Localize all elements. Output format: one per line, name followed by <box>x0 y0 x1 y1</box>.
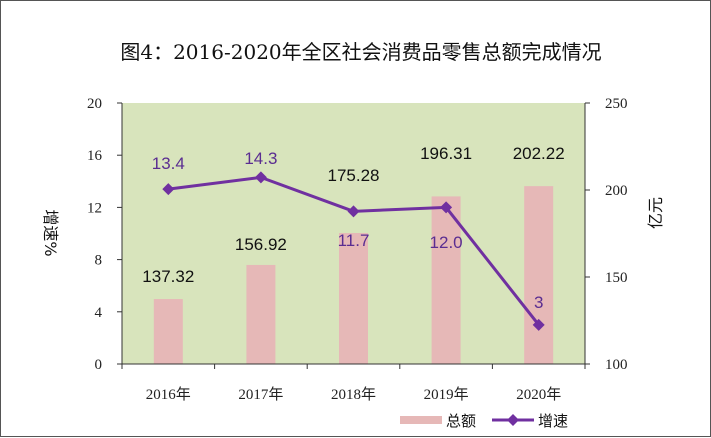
growth-point-1 <box>254 171 267 184</box>
growth-point-4 <box>532 318 545 331</box>
right-tick-label-3: 250 <box>605 96 628 112</box>
bar-value-label-3: 196.31 <box>420 144 472 163</box>
right-axis-title: 亿元 <box>646 197 665 229</box>
svg-text:亿元: 亿元 <box>646 197 665 229</box>
bar-value-label-2: 175.28 <box>328 166 380 185</box>
x-tick-label-1: 2017年 <box>238 386 283 403</box>
bar-0 <box>153 299 183 364</box>
bar-4 <box>524 186 554 364</box>
left-tick-label-5: 20 <box>87 96 102 112</box>
growth-point-0 <box>162 183 175 196</box>
right-tick-label-1: 150 <box>605 270 628 286</box>
legend-swatch-total <box>400 416 442 424</box>
chart-title: 图4：2016-2020年全区社会消费品零售总额完成情况 <box>120 40 601 64</box>
bars-layer <box>153 186 554 364</box>
growth-point-2 <box>347 205 360 218</box>
labels-layer: 137.32 156.92 175.28 196.31 202.22 13.4 14.3 11… <box>142 144 564 312</box>
left-tick-label-2: 8 <box>95 253 103 269</box>
right-tick-label-2: 200 <box>605 183 628 199</box>
bar-value-label-1: 156.92 <box>235 235 287 254</box>
svg-text:增速%: 增速% <box>41 209 60 256</box>
growth-value-label-3: 12.0 <box>430 233 463 252</box>
x-tick-label-3: 2019年 <box>424 386 469 403</box>
growth-point-3 <box>440 201 453 214</box>
x-tick-label-2: 2018年 <box>331 386 376 403</box>
growth-value-label-0: 13.4 <box>152 154 185 173</box>
bar-value-label-0: 137.32 <box>142 267 194 286</box>
bar-2 <box>339 233 368 364</box>
legend-label-growth: 增速 <box>538 412 568 430</box>
x-tick-label-4: 2020年 <box>516 386 561 403</box>
left-axis-title: 增速% <box>41 209 60 256</box>
growth-value-label-4: 3 <box>534 293 543 312</box>
growth-value-label-1: 14.3 <box>244 149 277 168</box>
legend: 总额 增速 <box>400 412 568 430</box>
legend-marker-growth <box>507 414 519 426</box>
line-layer <box>162 171 545 331</box>
growth-value-label-2: 11.7 <box>338 231 370 250</box>
left-tick-label-1: 4 <box>95 305 103 321</box>
left-tick-label-4: 16 <box>87 148 103 164</box>
left-tick-label-0: 0 <box>95 357 103 373</box>
bar-1 <box>246 264 276 364</box>
x-tick-label-0: 2016年 <box>146 386 191 403</box>
legend-label-total: 总额 <box>446 412 476 430</box>
right-tick-label-0: 100 <box>605 357 628 373</box>
bar-3 <box>431 196 461 364</box>
bar-value-label-4: 202.22 <box>513 144 565 163</box>
axes-layer: 0 4 8 12 16 20 100 150 200 250 2016年 2017年 2018年 2019… <box>87 96 628 403</box>
left-tick-label-3: 12 <box>87 200 102 216</box>
